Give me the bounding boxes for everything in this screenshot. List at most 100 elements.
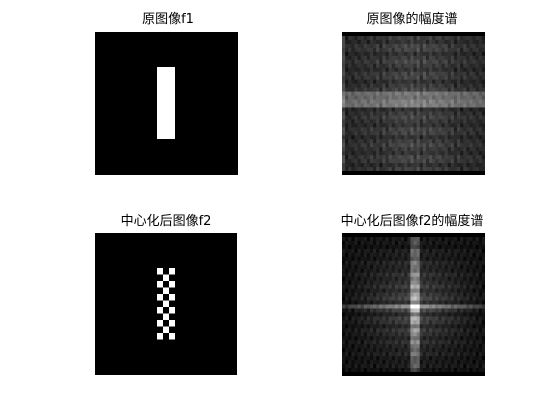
spectrum-f1-cell (394, 51, 399, 57)
spectrum-f1-cell (460, 139, 464, 144)
spectrum-f2-cell (397, 348, 402, 353)
spectrum-f1-cell (463, 115, 467, 120)
spectrum-f2-cell (444, 268, 449, 274)
spectrum-f1-cell (351, 139, 355, 144)
spectrum-f1-cell (435, 115, 439, 120)
spectrum-f1-cell (342, 83, 346, 89)
spectrum-f2-cell (351, 272, 355, 278)
spectrum-f2-cell (369, 308, 374, 313)
spectrum-f1-cell (342, 167, 346, 172)
spectrum-f2-cell (366, 308, 371, 313)
spectrum-f1-cell (363, 79, 368, 85)
spectrum-f1-cell (422, 167, 427, 172)
spectrum-f2-cell (366, 280, 371, 286)
spectrum-f1-cell (357, 163, 362, 168)
spectrum-f1-cell (425, 135, 430, 140)
spectrum-f1-cell (366, 111, 371, 116)
spectrum-f1-cell (481, 147, 485, 152)
spectrum-f1-cell (382, 147, 386, 152)
spectrum-f1-cell (401, 83, 405, 89)
spectrum-f2-cell (475, 352, 480, 357)
spectrum-f2-cell (394, 272, 399, 278)
spectrum-f2-cell (379, 256, 383, 262)
spectrum-f1-cell (413, 139, 418, 144)
spectrum-f1-cell (450, 83, 455, 89)
spectrum-f2-cell (369, 276, 374, 282)
spectrum-f1-cell (351, 63, 355, 69)
spectrum-f2-cell (438, 300, 442, 305)
spectrum-f1-cell (379, 39, 383, 45)
spectrum-f1-cell (413, 67, 418, 73)
spectrum-f2-cell (394, 356, 399, 361)
spectrum-f2-cell (457, 324, 461, 329)
spectrum-f1-cell (342, 35, 346, 41)
spectrum-f1-cell (441, 119, 445, 124)
spectrum-f1-cell (472, 95, 477, 100)
spectrum-f2-cell (472, 308, 477, 313)
spectrum-f1-cell (447, 35, 452, 41)
spectrum-f2-cell (363, 276, 368, 282)
spectrum-f1-cell (373, 91, 377, 96)
spectrum-f2-cell (466, 252, 470, 258)
spectrum-f2-cell (435, 292, 439, 297)
spectrum-f1-cell (345, 91, 349, 96)
spectrum-f1-cell (481, 167, 485, 172)
spectrum-f1-cell (369, 95, 374, 100)
spectrum-f1-cell (453, 115, 458, 120)
spectrum-f2-cell (348, 256, 352, 262)
spectrum-f2-cell (401, 244, 405, 250)
spectrum-f1-cell (422, 55, 427, 61)
spectrum-f2-cell (435, 244, 439, 250)
spectrum-f1-cell (342, 67, 346, 73)
spectrum-f2-cell (351, 248, 355, 254)
spectrum-f1-cell (351, 131, 355, 136)
spectrum-f1-cell (407, 167, 411, 172)
spectrum-f2-cell (444, 244, 449, 250)
spectrum-f2-cell (366, 360, 371, 365)
spectrum-f2-cell (481, 344, 485, 349)
spectrum-f1-cell (416, 139, 421, 144)
spectrum-f2-cell (363, 244, 368, 250)
spectrum-f2-cell (413, 268, 418, 274)
spectrum-f2-cell (432, 240, 436, 246)
spectrum-f2-cell (357, 280, 362, 286)
spectrum-f1-cell (366, 75, 371, 81)
spectrum-f1-cell (460, 155, 464, 160)
spectrum-f2-cell (472, 268, 477, 274)
spectrum-f2-cell (345, 316, 349, 321)
spectrum-f1-cell (457, 75, 461, 81)
spectrum-f2-cell (429, 276, 433, 282)
spectrum-f2-cell (478, 264, 483, 270)
spectrum-f2-cell (394, 240, 399, 246)
spectrum-f1-cell (429, 155, 433, 160)
spectrum-f1-cell (391, 51, 396, 57)
spectrum-f2-cell (407, 260, 411, 266)
spectrum-f1-cell (369, 39, 374, 45)
spectrum-f1-cell (447, 67, 452, 73)
spectrum-f2-cell (450, 248, 455, 254)
spectrum-f2-cell (425, 280, 430, 286)
spectrum-f1-cell (472, 107, 477, 112)
spectrum-f2-cell (357, 252, 362, 258)
spectrum-f2-cell (450, 292, 455, 297)
spectrum-f1-cell (404, 71, 408, 77)
spectrum-f2-cell (469, 368, 473, 373)
spectrum-f2-cell (404, 292, 408, 297)
spectrum-f1-cell (342, 75, 346, 81)
spectrum-f2-cell (407, 368, 411, 373)
spectrum-f1-cell (360, 95, 365, 100)
spectrum-f1-cell (385, 131, 390, 136)
spectrum-f1-cell (429, 143, 433, 148)
spectrum-f2-cell (366, 344, 371, 349)
spectrum-f1-cell (450, 67, 455, 73)
spectrum-f1-cell (345, 155, 349, 160)
spectrum-f1-cell (469, 127, 473, 132)
spectrum-f2-cell (407, 308, 411, 313)
spectrum-f1-cell (351, 55, 355, 61)
spectrum-f2-cell (363, 324, 368, 329)
spectrum-f1-cell (435, 135, 439, 140)
spectrum-f1-cell (441, 115, 445, 120)
spectrum-f2-cell (413, 300, 418, 305)
spectrum-f2-cell (447, 368, 452, 373)
spectrum-f2-cell (429, 252, 433, 258)
